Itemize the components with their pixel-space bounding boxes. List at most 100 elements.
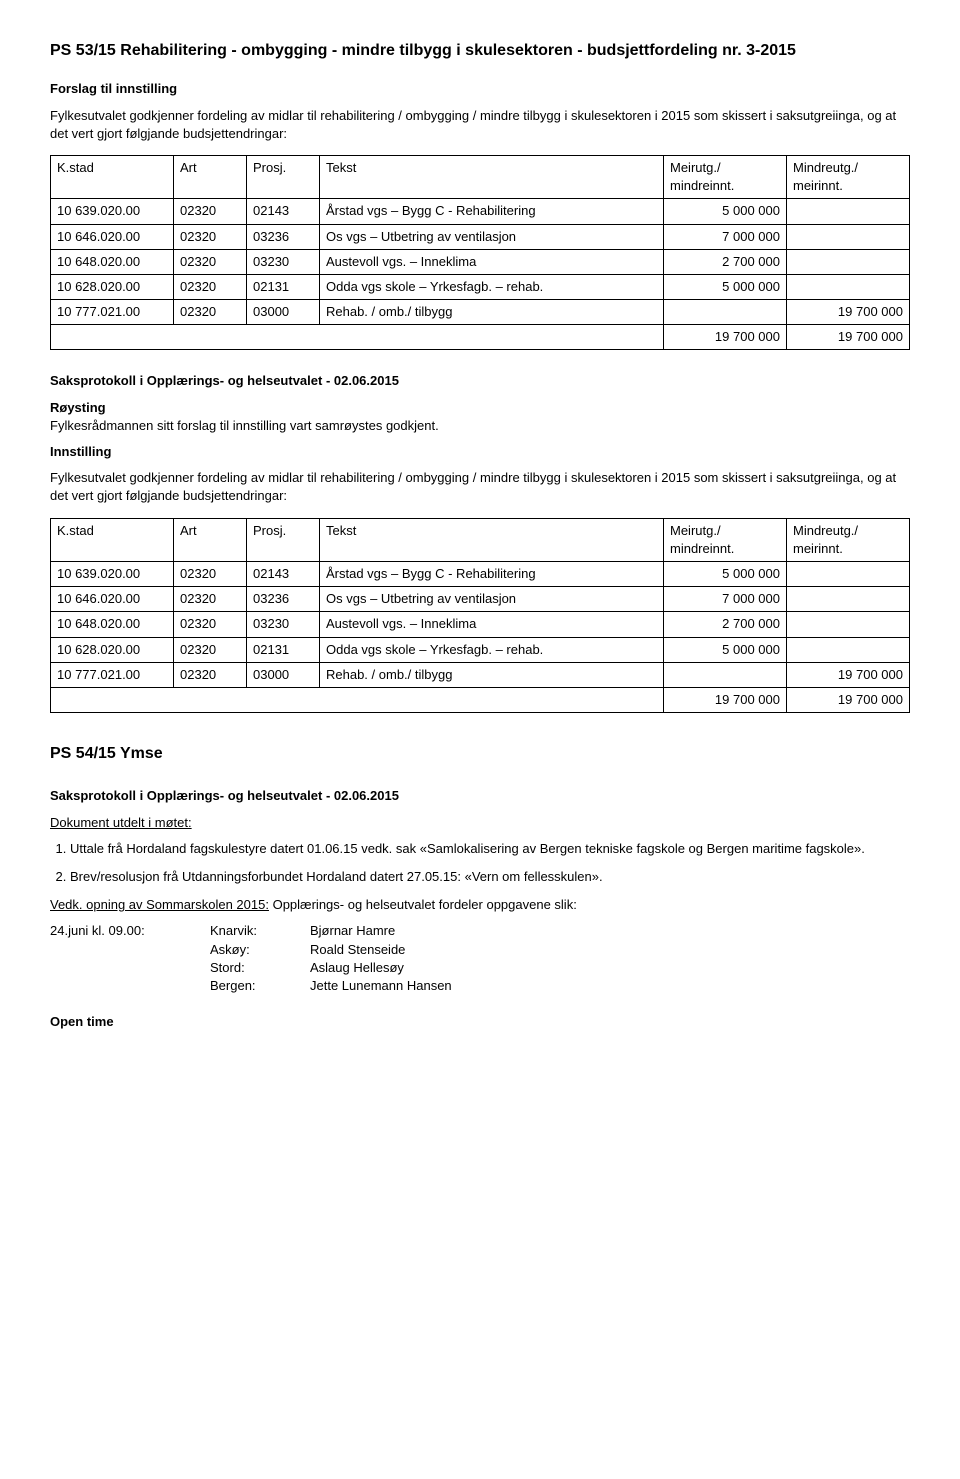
cell: 5 000 000 [664, 199, 787, 224]
cell [787, 637, 910, 662]
cell: Austevoll vgs. – Inneklima [320, 612, 664, 637]
cell [664, 300, 787, 325]
table-row: 10 648.020.00 02320 03230 Austevoll vgs.… [51, 249, 910, 274]
vedk-rest: Opplærings- og helseutvalet fordeler opp… [269, 897, 577, 912]
cell: 02143 [247, 561, 320, 586]
cell: Austevoll vgs. – Inneklima [320, 249, 664, 274]
cell [787, 199, 910, 224]
cell: 03000 [247, 662, 320, 687]
place: Knarvik: [210, 922, 310, 940]
table-total-row: 19 700 000 19 700 000 [51, 325, 910, 350]
person-name: Roald Stenseide [310, 941, 910, 959]
schedule-places: Knarvik: Askøy: Stord: Bergen: [210, 922, 310, 995]
cell [787, 249, 910, 274]
cell: 02143 [247, 199, 320, 224]
cell: Odda vgs skole – Yrkesfagb. – rehab. [320, 274, 664, 299]
cell: 19 700 000 [787, 300, 910, 325]
cell: 02320 [174, 612, 247, 637]
cell: 10 639.020.00 [51, 199, 174, 224]
cell: 19 700 000 [787, 662, 910, 687]
th-tekst: Tekst [320, 518, 664, 561]
cell: Rehab. / omb./ tilbygg [320, 662, 664, 687]
cell: 10 777.021.00 [51, 300, 174, 325]
th-meirutg: Meirutg./ mindreinnt. [664, 155, 787, 198]
roysting-heading: Røysting [50, 400, 106, 415]
cell: 02131 [247, 637, 320, 662]
cell [787, 587, 910, 612]
schedule-time: 24.juni kl. 09.00: [50, 922, 210, 995]
place: Stord: [210, 959, 310, 977]
person-name: Jette Lunemann Hansen [310, 977, 910, 995]
cell: 10 628.020.00 [51, 637, 174, 662]
cell: 03230 [247, 249, 320, 274]
cell: 02320 [174, 199, 247, 224]
cell: 02320 [174, 274, 247, 299]
person-name: Bjørnar Hamre [310, 922, 910, 940]
th-mindreutg: Mindreutg./ meirinnt. [787, 518, 910, 561]
th-mindreutg: Mindreutg./ meirinnt. [787, 155, 910, 198]
forslag-heading: Forslag til innstilling [50, 80, 910, 98]
page-title-1: PS 53/15 Rehabilitering - ombygging - mi… [50, 40, 910, 62]
cell: 02320 [174, 249, 247, 274]
cell: 2 700 000 [664, 249, 787, 274]
place: Bergen: [210, 977, 310, 995]
cell: 03236 [247, 224, 320, 249]
innstilling-heading: Innstilling [50, 443, 910, 461]
cell [787, 561, 910, 586]
table-row: 10 639.020.00 02320 02143 Årstad vgs – B… [51, 199, 910, 224]
cell: Os vgs – Utbetring av ventilasjon [320, 587, 664, 612]
th-kstad: K.stad [51, 518, 174, 561]
cell: 02320 [174, 300, 247, 325]
cell: 5 000 000 [664, 637, 787, 662]
cell [664, 662, 787, 687]
cell: Os vgs – Utbetring av ventilasjon [320, 224, 664, 249]
cell: 02320 [174, 637, 247, 662]
table-row: 10 646.020.00 02320 03236 Os vgs – Utbet… [51, 224, 910, 249]
cell: 02320 [174, 662, 247, 687]
th-art: Art [174, 155, 247, 198]
th-prosj: Prosj. [247, 518, 320, 561]
budget-table-2: K.stad Art Prosj. Tekst Meirutg./ mindre… [50, 518, 910, 714]
table-row: 10 648.020.00 02320 03230 Austevoll vgs.… [51, 612, 910, 637]
cell: 7 000 000 [664, 224, 787, 249]
cell: 10 628.020.00 [51, 274, 174, 299]
saksprotokoll-heading: Saksprotokoll i Opplærings- og helseutva… [50, 372, 910, 390]
forslag-body: Fylkesutvalet godkjenner fordeling av mi… [50, 107, 910, 143]
cell: 7 000 000 [664, 587, 787, 612]
vedk-label: Vedk. opning av Sommarskolen 2015: [50, 897, 269, 912]
cell: 19 700 000 [787, 687, 910, 712]
list-item: Uttale frå Hordaland fagskulestyre dater… [70, 840, 910, 858]
cell [51, 687, 664, 712]
cell: 2 700 000 [664, 612, 787, 637]
th-prosj: Prosj. [247, 155, 320, 198]
cell: 10 639.020.00 [51, 561, 174, 586]
cell: Odda vgs skole – Yrkesfagb. – rehab. [320, 637, 664, 662]
cell [51, 325, 664, 350]
cell [787, 612, 910, 637]
cell: 03230 [247, 612, 320, 637]
table-row: 10 777.021.00 02320 03000 Rehab. / omb./… [51, 662, 910, 687]
schedule-names: Bjørnar Hamre Roald Stenseide Aslaug Hel… [310, 922, 910, 995]
table-row: 10 639.020.00 02320 02143 Årstad vgs – B… [51, 561, 910, 586]
cell: 02320 [174, 587, 247, 612]
table-row: 10 646.020.00 02320 03236 Os vgs – Utbet… [51, 587, 910, 612]
saksprotokoll-heading-2: Saksprotokoll i Opplærings- og helseutva… [50, 787, 910, 805]
cell: 10 777.021.00 [51, 662, 174, 687]
cell: 19 700 000 [787, 325, 910, 350]
list-item: Brev/resolusjon frå Utdanningsforbundet … [70, 868, 910, 886]
place: Askøy: [210, 941, 310, 959]
cell: Årstad vgs – Bygg C - Rehabilitering [320, 199, 664, 224]
cell: 03236 [247, 587, 320, 612]
cell: 5 000 000 [664, 274, 787, 299]
cell: 10 646.020.00 [51, 587, 174, 612]
open-time-heading: Open time [50, 1013, 910, 1031]
table-row: 10 628.020.00 02320 02131 Odda vgs skole… [51, 274, 910, 299]
cell: 02320 [174, 561, 247, 586]
cell: 10 648.020.00 [51, 612, 174, 637]
cell: 10 646.020.00 [51, 224, 174, 249]
document-list: Uttale frå Hordaland fagskulestyre dater… [70, 840, 910, 886]
cell: 10 648.020.00 [51, 249, 174, 274]
cell: 19 700 000 [664, 687, 787, 712]
table-row: 10 628.020.00 02320 02131 Odda vgs skole… [51, 637, 910, 662]
roysting-body: Fylkesrådmannen sitt forslag til innstil… [50, 417, 910, 435]
